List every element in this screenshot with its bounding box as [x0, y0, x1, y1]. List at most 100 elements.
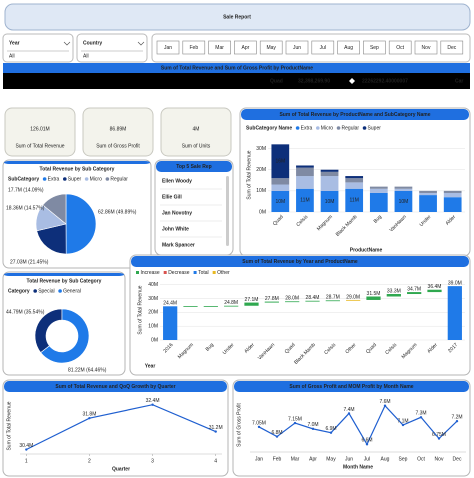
y-axis-title: Sum of Total Revenue	[246, 150, 252, 199]
legend-label: Micro	[90, 176, 102, 182]
data-label: 7.0M	[307, 422, 318, 428]
month-button[interactable]	[337, 40, 360, 55]
bar-segment	[345, 176, 364, 179]
month-button[interactable]	[285, 40, 309, 55]
data-label: 17.7M (14.09%)	[8, 187, 44, 193]
marker	[275, 435, 279, 438]
waterfall-bar	[325, 300, 340, 302]
panel-title-bar	[4, 381, 227, 392]
ticker-item: Quad	[270, 78, 283, 84]
data-label: 39.0M	[448, 280, 462, 286]
marker	[383, 404, 387, 407]
waterfall-bar	[183, 306, 198, 307]
x-tick-label: 1	[25, 458, 28, 464]
legend-label: Micro	[321, 125, 333, 131]
bar-segment	[296, 165, 314, 168]
panel-title-bar	[241, 109, 469, 120]
ticker-title: Sum of Total Revenue and Sum of Gross Pr…	[161, 65, 313, 71]
marker	[455, 419, 459, 423]
data-label: 24.8M	[224, 300, 238, 306]
marker	[151, 403, 154, 406]
month-button[interactable]	[182, 40, 206, 55]
month-button-label: Apr	[242, 45, 250, 51]
panel-title-bar	[4, 273, 124, 276]
data-label: 44.79M (35.54%)	[6, 309, 45, 315]
legend-swatch	[33, 289, 37, 293]
ticker-item: 32,398,269.90	[298, 78, 330, 84]
ticker-item: Car	[455, 78, 463, 84]
data-label: 7.4M	[343, 407, 354, 413]
month-button[interactable]	[259, 40, 283, 55]
waterfall-bar	[264, 301, 279, 303]
x-axis-title: ProductName	[350, 247, 383, 253]
marker	[419, 416, 423, 419]
waterfall-bar	[427, 289, 442, 293]
y-axis-title: Sum of Total Revenue	[6, 401, 12, 450]
filter-box[interactable]	[76, 33, 148, 63]
line	[258, 404, 458, 446]
kpi-label: Sum of Units	[182, 143, 211, 149]
marker	[365, 443, 369, 446]
legend-title: SubCategory Name	[246, 125, 292, 131]
bar-segment	[345, 188, 364, 212]
bar-segment	[345, 178, 364, 183]
data-label: 30.4M	[19, 443, 33, 449]
marker	[25, 448, 28, 451]
legend-swatch	[336, 126, 341, 130]
x-axis-title: Year	[145, 363, 156, 369]
filter-box[interactable]	[2, 33, 74, 63]
slice	[40, 308, 90, 364]
waterfall-bar	[285, 301, 300, 303]
line	[26, 404, 216, 451]
kpi-value: 86.89M	[110, 126, 127, 132]
waterfall-bar	[203, 306, 218, 307]
month-button[interactable]	[414, 40, 438, 55]
data-label: 27.03M (21.45%)	[10, 259, 49, 265]
bar-segment	[345, 182, 364, 189]
month-button[interactable]	[388, 40, 412, 55]
bar-segment	[443, 190, 462, 193]
bar-segment	[271, 190, 290, 212]
kpi-card	[160, 107, 232, 157]
bar-segment	[296, 176, 314, 189]
rep-name: John White	[162, 226, 189, 232]
kpi-card	[4, 107, 76, 157]
data-label: 27.8M	[265, 296, 279, 302]
data-label: 7.2M	[451, 414, 462, 420]
month-button[interactable]	[440, 40, 464, 55]
x-tick-label: 4	[214, 458, 217, 464]
slice	[42, 193, 67, 225]
data-label: 18.36M (14.57%)	[6, 205, 45, 211]
data-label: 7.15M	[288, 416, 302, 422]
x-tick-label: Oct	[417, 456, 425, 462]
month-button[interactable]	[311, 40, 335, 55]
marker	[293, 421, 297, 425]
bar-segment	[320, 190, 339, 212]
panel-title: Sum of Total Revenue by Year and Product…	[242, 259, 358, 265]
bar-segment	[271, 184, 290, 191]
marker	[347, 412, 351, 415]
month-button[interactable]	[363, 40, 386, 55]
bar-segment	[394, 188, 413, 191]
month-button[interactable]	[208, 40, 231, 55]
marker	[214, 430, 217, 433]
y-tick-label: 40M	[148, 282, 158, 288]
data-label: 27.1M	[245, 297, 259, 303]
data-label: 29.0M	[346, 294, 360, 300]
panel-title-bar	[156, 161, 232, 172]
kpi-value: 4M	[193, 126, 200, 132]
month-button[interactable]	[234, 40, 257, 55]
x-tick-label: Bug	[205, 342, 216, 353]
waterfall-bar	[244, 302, 259, 306]
bar-segment	[320, 169, 339, 172]
data-label: 7.3M	[415, 411, 426, 417]
kpi-label: Sum of Total Revenue	[15, 143, 64, 149]
bar-segment	[369, 188, 388, 193]
marker	[257, 425, 261, 429]
x-tick-label: Aug	[381, 456, 390, 462]
waterfall-bar	[366, 296, 381, 300]
y-tick-label: 30M	[256, 146, 266, 152]
month-button[interactable]	[156, 40, 180, 55]
legend-label: Regular	[110, 176, 128, 182]
